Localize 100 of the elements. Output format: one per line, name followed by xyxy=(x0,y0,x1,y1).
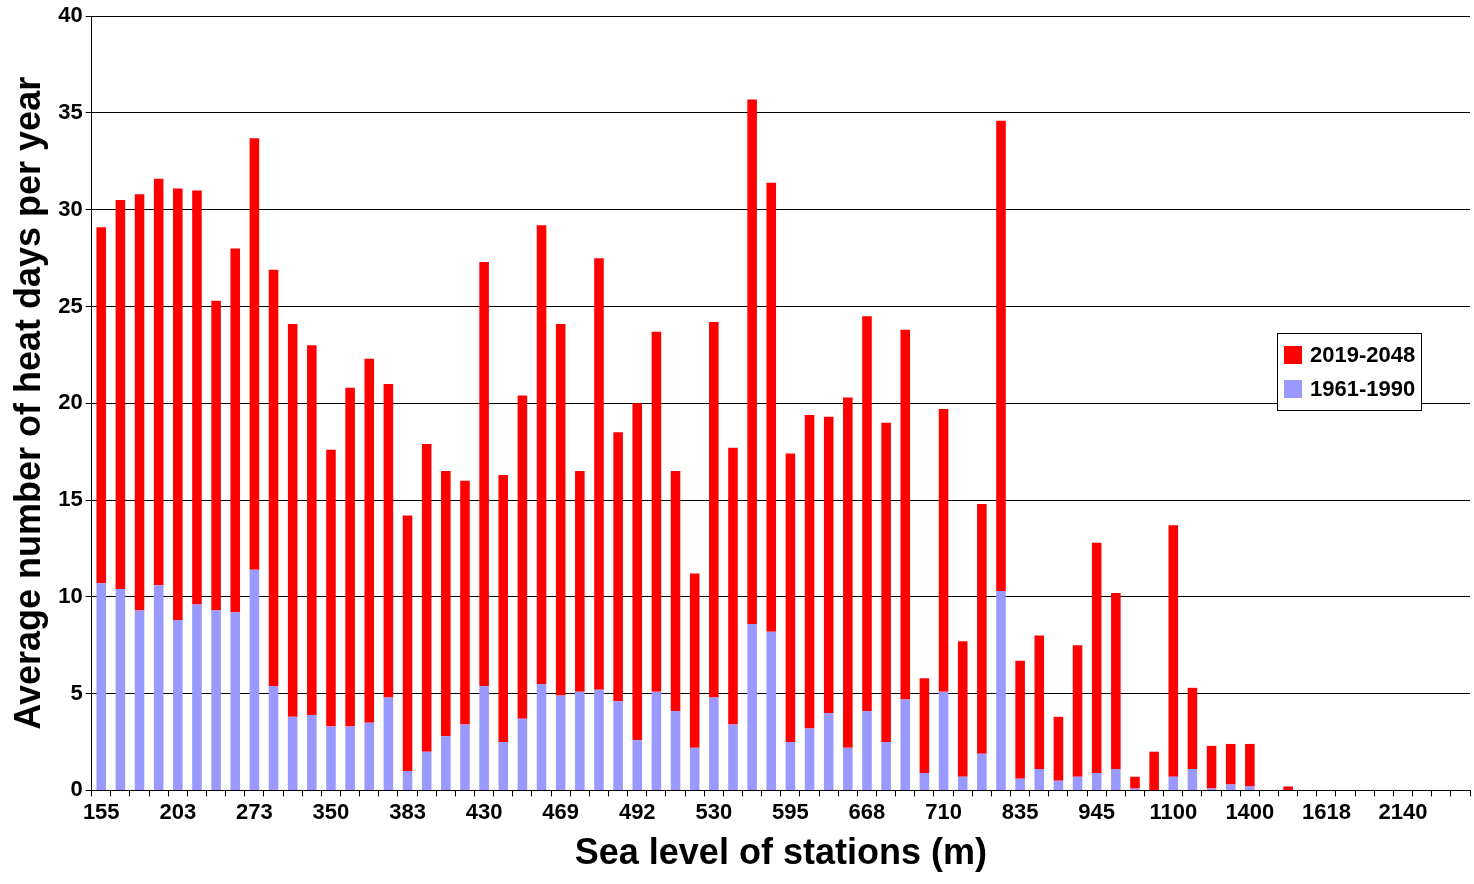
x-tick-label: 383 xyxy=(389,798,426,824)
bar xyxy=(938,691,949,790)
x-tick-label: 492 xyxy=(618,798,656,824)
bar xyxy=(402,771,413,790)
y-tick-label: 40 xyxy=(58,2,83,28)
x-tick-label: 203 xyxy=(159,798,197,824)
x-tick-label: 1100 xyxy=(1149,798,1198,824)
bar xyxy=(1072,776,1083,790)
bar xyxy=(498,742,509,790)
y-tick-label: 25 xyxy=(58,292,83,318)
bar xyxy=(421,443,432,752)
bar xyxy=(900,699,911,790)
bar xyxy=(364,722,375,790)
bar xyxy=(421,751,432,790)
bar xyxy=(1245,743,1255,787)
bar xyxy=(575,691,585,790)
bar xyxy=(1149,751,1159,790)
bar xyxy=(823,416,834,713)
bar xyxy=(804,728,815,790)
bar xyxy=(1111,769,1121,790)
bar xyxy=(287,323,298,717)
y-tick-label: 20 xyxy=(58,389,83,415)
bar xyxy=(517,718,528,790)
bar xyxy=(441,471,451,737)
bar xyxy=(843,747,853,790)
bar xyxy=(689,573,700,748)
bar xyxy=(249,138,260,570)
bar xyxy=(115,200,126,590)
bar xyxy=(345,726,355,790)
bar xyxy=(977,503,987,754)
bar xyxy=(555,323,566,696)
bar xyxy=(479,262,489,686)
bar xyxy=(383,697,394,790)
bar xyxy=(1168,525,1179,777)
y-tick-label: 30 xyxy=(58,195,83,221)
bar xyxy=(632,740,643,790)
bar xyxy=(173,620,183,790)
bar xyxy=(881,422,891,743)
bar xyxy=(1053,780,1064,790)
bar xyxy=(938,409,949,692)
bar xyxy=(823,712,834,790)
bar xyxy=(1225,743,1236,785)
x-tick-label: 710 xyxy=(925,798,962,824)
bar xyxy=(785,453,796,743)
bar xyxy=(536,683,547,790)
bar xyxy=(326,449,336,727)
bar xyxy=(1091,772,1102,790)
bar xyxy=(1283,786,1293,790)
legend-label: 1961-1990 xyxy=(1310,375,1416,404)
bar xyxy=(1187,687,1198,770)
bar xyxy=(575,471,585,692)
bar xyxy=(555,695,566,790)
bar xyxy=(881,742,891,790)
bar xyxy=(728,447,738,725)
bar xyxy=(957,641,968,777)
bar xyxy=(957,776,968,790)
bar xyxy=(153,178,164,586)
x-tick-label: 1618 xyxy=(1301,798,1351,824)
bar xyxy=(460,724,470,790)
bar xyxy=(1072,645,1083,777)
bar xyxy=(498,474,509,743)
bar xyxy=(1111,592,1121,770)
bar xyxy=(747,99,757,624)
x-tick-label: 2140 xyxy=(1378,798,1428,824)
bar xyxy=(632,403,643,741)
bar xyxy=(134,194,145,611)
bar xyxy=(479,685,489,790)
bar xyxy=(785,742,796,790)
bar xyxy=(134,610,145,790)
x-tick-label: 350 xyxy=(312,798,350,824)
x-tick-label: 530 xyxy=(695,798,733,824)
x-tick-label: 945 xyxy=(1078,798,1116,824)
x-tick-label: 273 xyxy=(236,798,273,824)
y-axis-title: Average number of heat days per year xyxy=(6,76,48,730)
bar xyxy=(287,716,298,790)
bar xyxy=(115,589,126,790)
bar xyxy=(192,190,202,605)
bar xyxy=(862,711,872,790)
bar xyxy=(977,753,987,790)
x-tick-label: 595 xyxy=(772,798,809,824)
bar xyxy=(919,678,930,773)
bar xyxy=(996,120,1006,592)
bar xyxy=(173,188,183,621)
x-tick-label: 1400 xyxy=(1225,798,1275,824)
bar xyxy=(364,358,375,723)
y-tick-label: 15 xyxy=(58,486,83,512)
bar xyxy=(1053,716,1064,781)
bar xyxy=(766,631,777,790)
bar xyxy=(460,480,470,725)
bar xyxy=(996,591,1006,790)
bar xyxy=(345,387,355,727)
y-tick-label: 5 xyxy=(70,679,83,705)
bar xyxy=(670,471,681,712)
legend-label: 2019-2048 xyxy=(1310,341,1416,370)
bar xyxy=(1187,769,1198,790)
bar xyxy=(594,258,604,690)
bar xyxy=(1015,660,1025,779)
bar xyxy=(709,697,719,790)
bar xyxy=(383,383,394,698)
x-tick-label: 430 xyxy=(465,798,503,824)
